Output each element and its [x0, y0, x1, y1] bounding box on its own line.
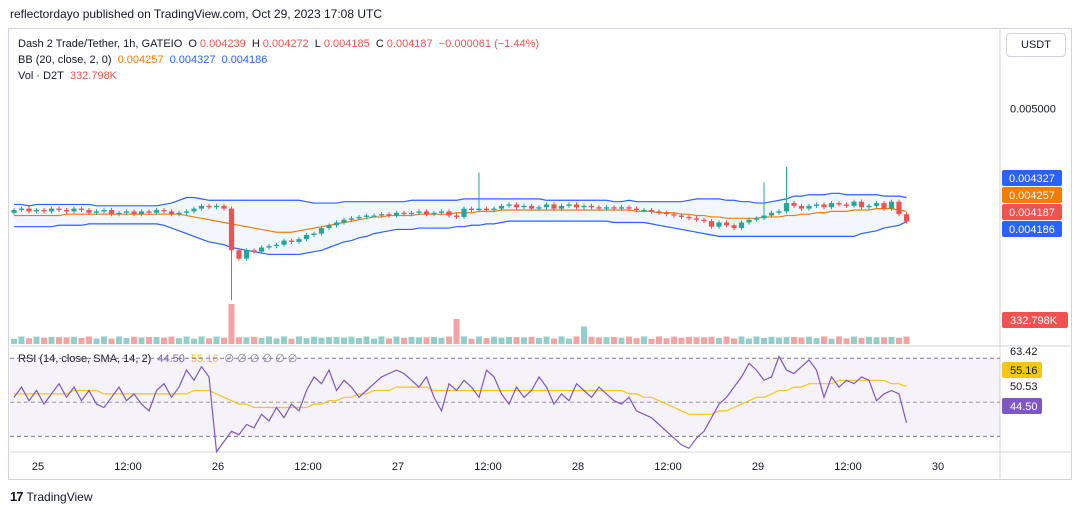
price-legend: Dash 2 Trade/Tether, 1h, GATEIO O 0.00423… — [18, 37, 542, 51]
symbol-name: Dash 2 Trade/Tether, 1h, GATEIO — [18, 38, 183, 50]
low-label: L — [314, 38, 321, 50]
bb-legend: BB (20, close, 2, 0) 0.004257 0.004327 0… — [18, 53, 270, 67]
vol-value: 332.798K — [69, 70, 118, 82]
brand-name: TradingView — [26, 489, 93, 504]
rsi-ma-value: 55.16 — [190, 353, 219, 365]
open-value: 0.004239 — [199, 38, 246, 50]
currency-button[interactable]: USDT — [1006, 33, 1066, 57]
close-label: C — [375, 38, 384, 50]
open-label: O — [188, 38, 197, 50]
rsi-label: RSI (14, close, SMA, 14, 2) — [18, 353, 152, 365]
high-label: H — [251, 38, 260, 50]
rsi-extra: ∅ ∅ ∅ ∅ ∅ ∅ — [224, 353, 298, 365]
bb-basis-value: 0.004257 — [117, 54, 164, 66]
bb-lower-value: 0.004186 — [221, 54, 268, 66]
bb-upper-value: 0.004327 — [169, 54, 216, 66]
vol-label: Vol · D2T — [18, 70, 64, 82]
tradingview-brand: 17 TradingView — [10, 489, 93, 504]
low-value: 0.004185 — [323, 38, 370, 50]
bb-label: BB (20, close, 2, 0) — [18, 54, 112, 66]
tradingview-logo-icon: 17 — [10, 489, 24, 504]
close-value: 0.004187 — [386, 38, 433, 50]
rsi-legend: RSI (14, close, SMA, 14, 2) 44.50 55.16 … — [18, 352, 300, 366]
high-value: 0.004272 — [262, 38, 309, 50]
change-value: −0.000061 (−1.44%) — [438, 38, 540, 50]
publisher-header: reflectordayo published on TradingView.c… — [10, 7, 382, 21]
chart-frame[interactable] — [8, 28, 1072, 480]
volume-legend: Vol · D2T 332.798K — [18, 69, 120, 83]
rsi-value: 44.50 — [157, 353, 185, 365]
